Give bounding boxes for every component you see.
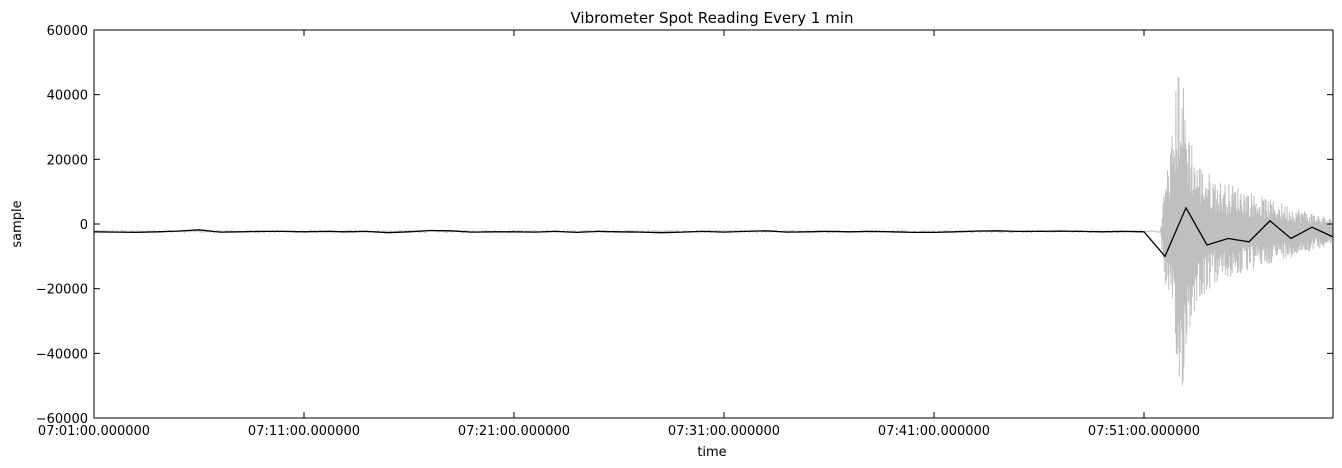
y-tick-label: 0	[80, 218, 88, 233]
ticks-layer: 07:01:00.000000 07:11:00.000000 07:21:00.0…	[36, 24, 1333, 439]
y-tick-label: 20000	[47, 153, 88, 168]
y-tick-label: −20000	[36, 283, 88, 298]
x-tick-label: 07:21:00.000000	[458, 424, 570, 439]
y-tick-label: −60000	[36, 412, 88, 427]
x-tick-label: 07:11:00.000000	[248, 424, 360, 439]
y-tick-label: −40000	[36, 347, 88, 362]
x-tick-label: 07:41:00.000000	[878, 424, 990, 439]
x-tick-label: 07:51:00.000000	[1088, 424, 1200, 439]
y-tick-label: 40000	[47, 89, 88, 104]
chart-title: Vibrometer Spot Reading Every 1 min	[570, 9, 853, 27]
series-layer	[94, 77, 1333, 386]
y-tick-label: 60000	[47, 24, 88, 39]
spot-reading-line	[94, 206, 1333, 258]
x-tick-label: 07:31:00.000000	[668, 424, 780, 439]
x-tick-label: 07:01:00.000000	[38, 424, 150, 439]
x-axis-title: time	[697, 445, 726, 460]
y-axis-title: sample	[10, 200, 25, 247]
